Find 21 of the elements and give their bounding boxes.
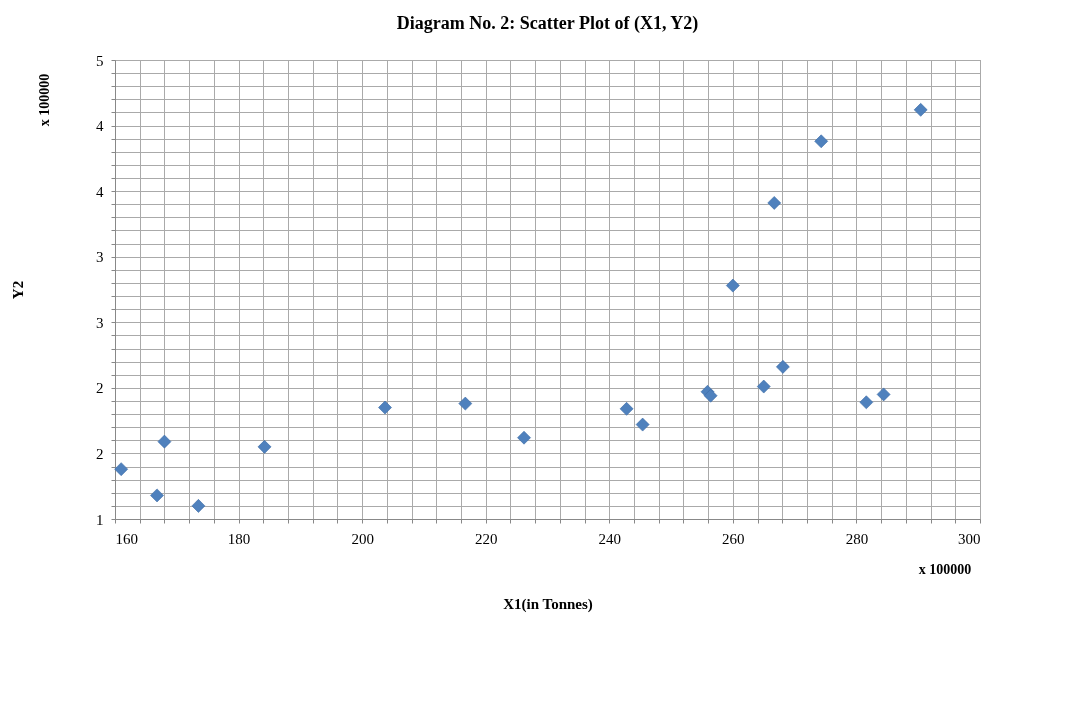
x-tick-label: 180 — [227, 530, 251, 547]
y-tick-label: 5 — [96, 52, 104, 69]
y-tick-label: 2 — [96, 380, 104, 397]
x-tick-label: 220 — [474, 530, 498, 547]
y-tick-label: 4 — [96, 183, 104, 200]
y-tick-label: 3 — [96, 314, 104, 331]
y-tick-label: 2 — [96, 445, 104, 462]
x-tick-label: 240 — [598, 530, 622, 547]
x-tick-label: 160 — [115, 530, 138, 547]
x-axis-title: X1(in Tonnes) — [503, 595, 593, 613]
y-tick-label: 3 — [96, 249, 104, 266]
y-tick-label: 1 — [96, 511, 104, 528]
text: x 100000 — [918, 562, 972, 577]
chart-title: Diagram No. 2: Scatter Plot of (X1, Y2) — [396, 13, 699, 34]
x-tick-label: 200 — [351, 530, 374, 547]
x-tick-label: 300 — [958, 530, 981, 547]
x-tick-label: 280 — [845, 530, 869, 547]
y-axis-title: Y2 — [10, 280, 26, 300]
y-tick-label: 4 — [96, 118, 104, 135]
x-tick-label: 260 — [722, 530, 745, 547]
text: x 100000 — [37, 73, 52, 127]
